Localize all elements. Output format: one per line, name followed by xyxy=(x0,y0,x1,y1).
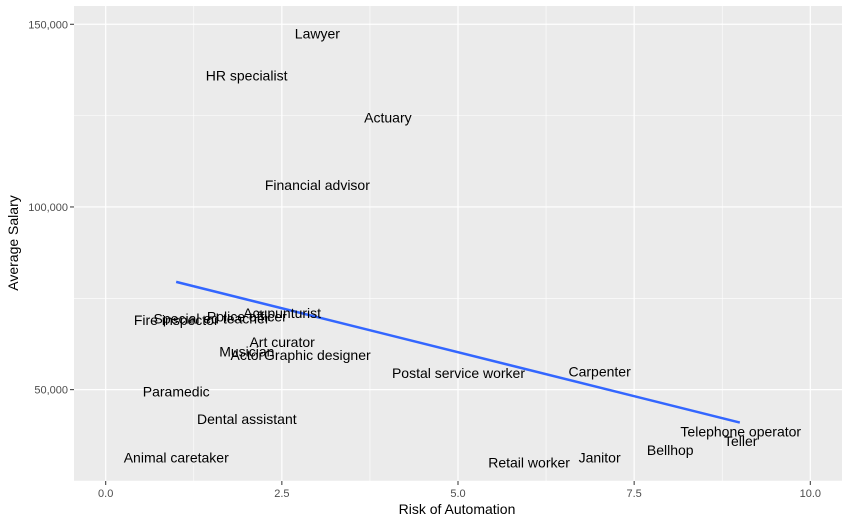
point-label: Postal service worker xyxy=(392,365,525,381)
major-gridlines xyxy=(74,6,842,481)
x-tick-label: 2.5 xyxy=(274,488,289,500)
point-label: Paramedic xyxy=(143,383,210,399)
point-label: Carpenter xyxy=(568,363,631,379)
x-tick-label: 10.0 xyxy=(800,488,821,500)
point-label: Acupunturist xyxy=(243,305,321,321)
point-label: Police officer xyxy=(207,309,287,325)
x-tick-label: 5.0 xyxy=(450,488,465,500)
x-tick-label: 7.5 xyxy=(626,488,641,500)
point-label: Actor xyxy=(230,347,263,363)
y-axis-title: Average Salary xyxy=(5,195,21,290)
point-label: Art curator xyxy=(249,334,315,350)
point-labels: Lawyer HR specialist Actuary Financial advi… xyxy=(124,25,802,470)
y-tick-label: 150,000 xyxy=(28,19,68,31)
y-tick-label: 100,000 xyxy=(28,202,68,214)
point-label: Teller xyxy=(724,433,758,449)
x-tick-label: 0.0 xyxy=(98,488,113,500)
trend-line xyxy=(175,280,741,424)
point-label: Bellhop xyxy=(647,442,694,458)
point-label: Musician xyxy=(219,343,274,359)
point-label: Actuary xyxy=(364,109,411,125)
point-label: Retail worker xyxy=(488,455,570,471)
point-label: Graphic designer xyxy=(264,347,371,363)
point-label: Telephone operator xyxy=(680,424,801,440)
point-label: Special ed teacher xyxy=(154,310,270,326)
point-label: Animal caretaker xyxy=(124,449,229,465)
x-axis-title: Risk of Automation xyxy=(399,501,516,517)
point-label: HR specialist xyxy=(206,67,288,83)
point-label: Lawyer xyxy=(295,25,340,41)
y-tick-label: 50,000 xyxy=(34,385,68,397)
point-label: Janitor xyxy=(579,449,621,465)
point-label: Fire inspector xyxy=(134,312,219,328)
point-label: Dental assistant xyxy=(197,411,297,427)
trend-line-group xyxy=(175,280,741,424)
axis-ticks: 0.0 2.5 5.0 7.5 10.0 50,000 100,000 150,000 xyxy=(28,19,821,500)
point-label: Financial advisor xyxy=(265,177,370,193)
